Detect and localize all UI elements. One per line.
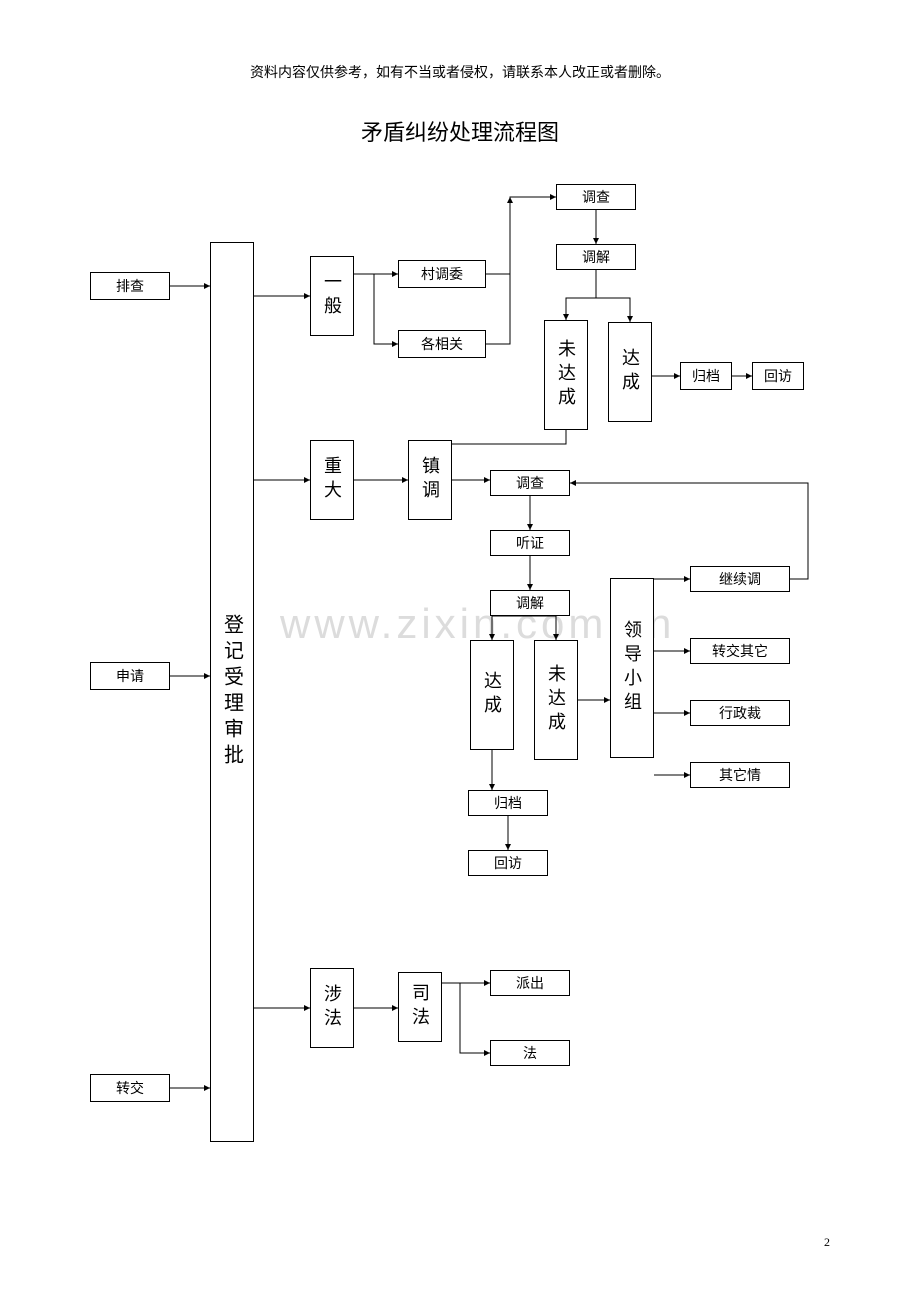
node-paichu: 派出 — [490, 970, 570, 996]
node-weidacheng1: 未达成 — [544, 320, 588, 430]
page-title: 矛盾纠纷处理流程图 — [0, 115, 920, 147]
node-shenqing: 申请 — [90, 662, 170, 690]
flowchart-canvas: 资料内容仅供参考，如有不当或者侵权，请联系本人改正或者删除。 矛盾纠纷处理流程图… — [0, 0, 920, 1302]
node-huifang2: 回访 — [468, 850, 548, 876]
node-diaocha2: 调查 — [490, 470, 570, 496]
node-fa: 法 — [490, 1040, 570, 1066]
node-dacheng1: 达成 — [608, 322, 652, 422]
node-shefa: 涉法 — [310, 968, 354, 1048]
node-dengji: 登记受理审批 — [210, 242, 254, 1142]
node-paicha: 排查 — [90, 272, 170, 300]
node-weidacheng2: 未达成 — [534, 640, 578, 760]
node-dacheng2: 达成 — [470, 640, 514, 750]
node-guidang1: 归档 — [680, 362, 732, 390]
node-lingdao: 领导小组 — [610, 578, 654, 758]
node-zhentiao: 镇调 — [408, 440, 452, 520]
node-yiban: 一般 — [310, 256, 354, 336]
page-number: 2 — [824, 1235, 830, 1250]
header-note: 资料内容仅供参考，如有不当或者侵权，请联系本人改正或者删除。 — [0, 62, 920, 82]
node-diaocha1: 调查 — [556, 184, 636, 210]
node-zhuanqita: 转交其它 — [690, 638, 790, 664]
node-huifang1: 回访 — [752, 362, 804, 390]
node-sifa: 司法 — [398, 972, 442, 1042]
node-zhuanjiao: 转交 — [90, 1074, 170, 1102]
node-guidang2: 归档 — [468, 790, 548, 816]
node-xingzheng: 行政裁 — [690, 700, 790, 726]
node-jixutiao: 继续调 — [690, 566, 790, 592]
node-zhongda: 重大 — [310, 440, 354, 520]
node-tiaojie1: 调解 — [556, 244, 636, 270]
node-tiaojie2: 调解 — [490, 590, 570, 616]
node-cuntiaowei: 村调委 — [398, 260, 486, 288]
node-qitaqing: 其它情 — [690, 762, 790, 788]
node-gexiangguan: 各相关 — [398, 330, 486, 358]
node-tingzheng: 听证 — [490, 530, 570, 556]
